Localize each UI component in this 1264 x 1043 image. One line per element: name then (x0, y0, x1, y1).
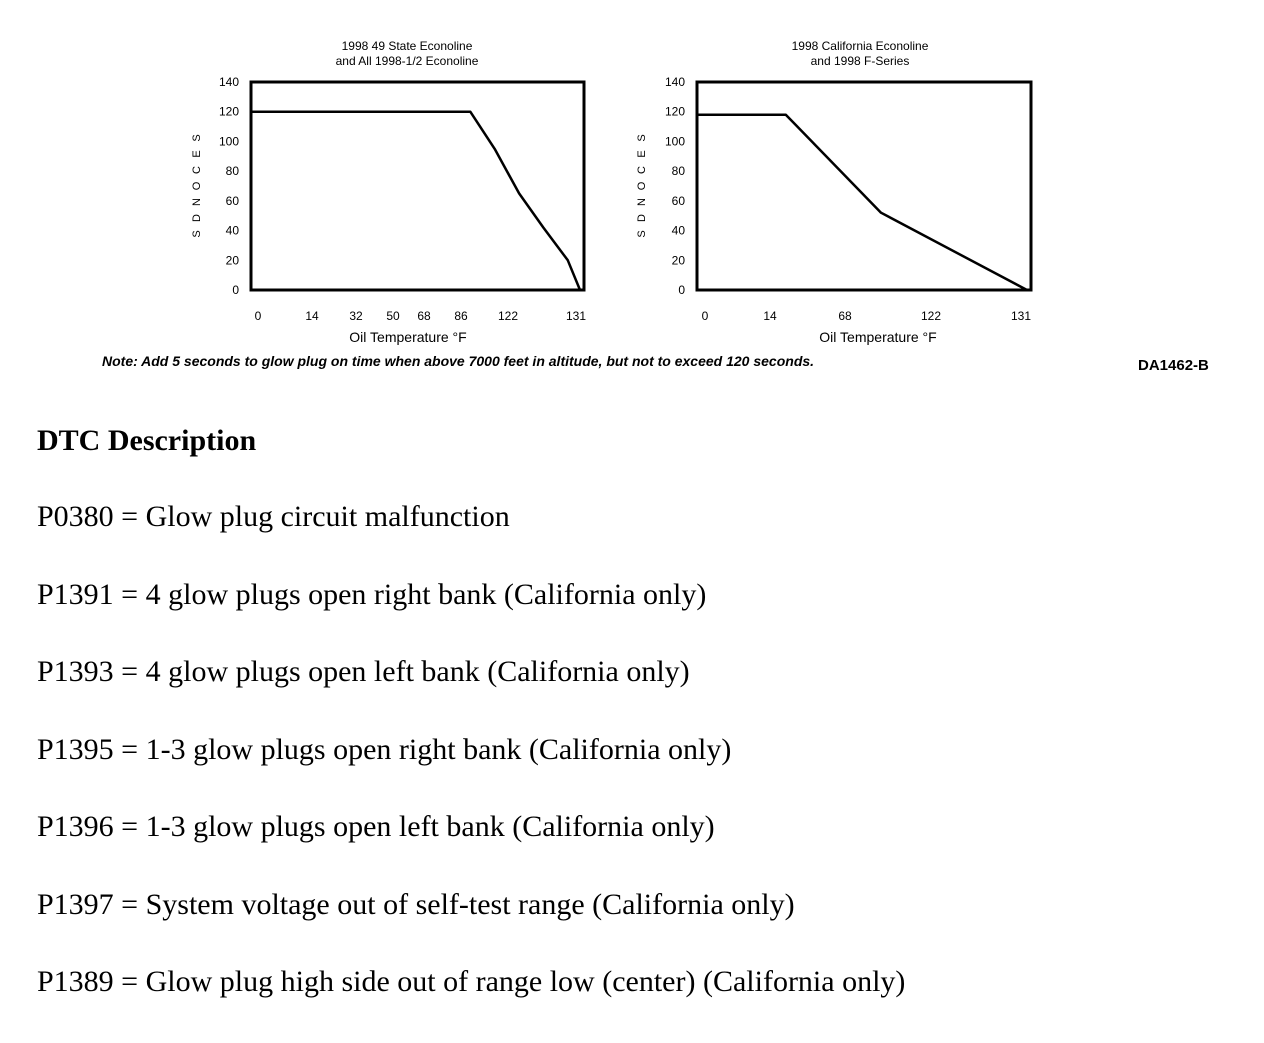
y-tick-label: 140 (219, 75, 239, 89)
x-tick-label: 50 (386, 309, 400, 323)
dtc-list: P0380 = Glow plug circuit malfunction P1… (37, 500, 905, 1043)
y-tick-label: 40 (672, 224, 686, 238)
y-axis-label-letter: S (191, 230, 203, 237)
y-axis-label-letter: S (636, 230, 648, 237)
plot-frame (249, 80, 586, 292)
y-axis-label-letter: N (191, 198, 203, 206)
x-tick-label: 68 (838, 309, 852, 323)
dtc-item: P0380 = Glow plug circuit malfunction (37, 500, 510, 533)
y-axis-label-letter: D (191, 214, 203, 222)
y-tick-label: 0 (232, 283, 239, 297)
dtc-item: P1396 = 1-3 glow plugs open left bank (C… (37, 810, 715, 843)
dtc-item: P1397 = System voltage out of self-test … (37, 887, 795, 921)
y-tick-label: 120 (219, 105, 239, 119)
x-tick-label: 86 (454, 309, 468, 323)
y-axis-label-letter: E (636, 150, 648, 157)
y-tick-label: 60 (226, 194, 240, 208)
y-tick-label: 100 (219, 134, 239, 148)
y-tick-label: 100 (665, 134, 685, 148)
chart-title: 1998 California Econoline and 1998 F-Seri… (792, 39, 929, 68)
altitude-note: Note: Add 5 seconds to glow plug on time… (102, 353, 815, 369)
x-tick-label: 131 (1011, 309, 1031, 323)
x-tick-label: 32 (349, 309, 363, 323)
y-tick-label: 40 (226, 224, 240, 238)
y-tick-label: 120 (665, 105, 685, 119)
figure-id: DA1462-B (1138, 357, 1209, 374)
series-line (251, 110, 582, 291)
y-axis-label-letter: C (636, 166, 648, 174)
y-tick-label: 0 (678, 283, 685, 297)
y-tick-label: 60 (672, 194, 686, 208)
dtc-item: P1389 = Glow plug high side out of range… (37, 965, 906, 998)
x-tick-label: 14 (763, 309, 777, 323)
x-tick-label: 122 (498, 309, 518, 323)
y-tick-label: 140 (665, 75, 685, 89)
y-axis-label-letter: O (636, 181, 648, 190)
dtc-heading: DTC Description (37, 424, 257, 457)
dtc-item: P1391 = 4 glow plugs open right bank (Ca… (37, 577, 707, 611)
x-tick-label: 0 (702, 309, 709, 323)
dtc-item: P1393 = 4 glow plugs open left bank (Cal… (37, 655, 690, 688)
y-axis-label-letter: E (191, 150, 203, 157)
x-tick-label: 122 (921, 309, 941, 323)
y-tick-label: 20 (226, 253, 240, 267)
y-axis-label-letter: S (191, 134, 203, 141)
y-axis-label-letter: C (191, 166, 203, 174)
plot-frame (695, 80, 1033, 292)
x-axis-label: Oil Temperature °F (349, 329, 466, 345)
x-tick-label: 0 (255, 309, 262, 323)
series-line (697, 113, 1028, 292)
dtc-item: P1395 = 1-3 glow plugs open right bank (… (37, 732, 732, 766)
x-tick-label: 14 (305, 309, 319, 323)
glow-plug-charts: 1998 49 State Econoline and All 1998-1/2 … (191, 39, 1033, 345)
y-axis-label-letter: O (191, 181, 203, 190)
y-tick-label: 20 (672, 253, 686, 267)
x-tick-label: 68 (417, 309, 431, 323)
y-axis-label-letter: D (636, 214, 648, 222)
y-axis-label-letter: N (636, 198, 648, 206)
x-axis-label: Oil Temperature °F (819, 329, 936, 345)
y-tick-label: 80 (672, 164, 686, 178)
x-tick-label: 131 (566, 309, 586, 323)
chart-title: 1998 49 State Econoline and All 1998-1/2 … (336, 39, 479, 68)
y-axis-label-letter: S (636, 134, 648, 141)
y-tick-label: 80 (226, 164, 240, 178)
